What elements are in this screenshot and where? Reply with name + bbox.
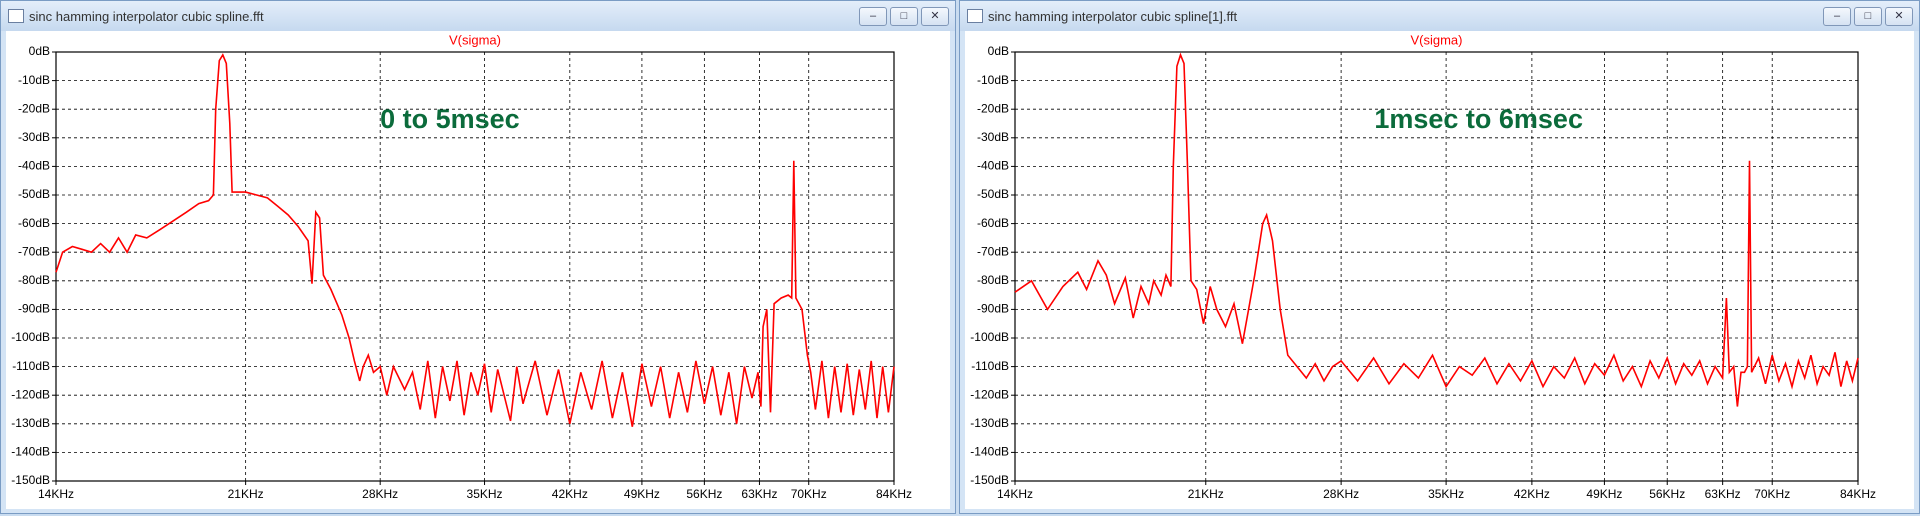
y-tick-label: -80dB (977, 273, 1009, 287)
y-tick-label: 0dB (988, 44, 1009, 58)
y-tick-label: -110dB (971, 359, 1009, 373)
trace (1014, 52, 1859, 407)
window: sinc hamming interpolator cubic spline[1… (959, 0, 1920, 514)
x-tick-label: 84KHz (876, 487, 912, 501)
y-tick-label: -150dB (11, 473, 50, 487)
x-tick-label: 14KHz (38, 487, 74, 501)
x-tick-label: 84KHz (1840, 487, 1876, 501)
x-tick-label: 42KHz (552, 487, 588, 501)
close-button[interactable]: ✕ (921, 7, 949, 26)
trace-name: V(sigma) (1410, 32, 1462, 47)
y-tick-label: -10dB (18, 73, 50, 87)
y-tick-label: -140dB (970, 445, 1009, 459)
y-tick-label: -20dB (977, 101, 1009, 115)
x-tick-label: 63KHz (741, 487, 777, 501)
annotation: 0 to 5msec (380, 104, 520, 134)
title-bar: sinc hamming interpolator cubic spline[1… (960, 1, 1919, 31)
window-icon (967, 9, 983, 23)
window-buttons: – □ ✕ (1823, 7, 1913, 26)
y-tick-label: -70dB (977, 244, 1009, 258)
annotation: 1msec to 6msec (1374, 104, 1583, 134)
y-tick-label: -50dB (977, 187, 1009, 201)
y-tick-label: -30dB (977, 130, 1009, 144)
x-tick-label: 70KHz (1754, 487, 1790, 501)
x-tick-label: 14KHz (997, 487, 1033, 501)
y-tick-label: -20dB (18, 101, 50, 115)
minimize-button[interactable]: – (859, 7, 887, 26)
x-tick-label: 28KHz (1323, 487, 1359, 501)
title-bar: sinc hamming interpolator cubic spline.f… (1, 1, 955, 31)
window-buttons: – □ ✕ (859, 7, 949, 26)
chart: 0dB -10dB -20dB -30dB -40dB -50dB -60dB -70dB -8… (965, 31, 1914, 509)
y-tick-label: -130dB (11, 416, 50, 430)
plot-frame (1014, 51, 1859, 482)
x-tick-label: 49KHz (624, 487, 660, 501)
y-tick-label: -60dB (977, 216, 1009, 230)
y-tick-label: -100dB (970, 330, 1009, 344)
x-tick-label: 70KHz (791, 487, 827, 501)
y-tick-label: -60dB (18, 216, 50, 230)
y-tick-label: -90dB (977, 302, 1009, 316)
y-tick-label: -30dB (18, 130, 50, 144)
x-tick-label: 56KHz (1649, 487, 1685, 501)
y-tick-label: -140dB (11, 445, 50, 459)
y-tick-label: -110dB (12, 359, 50, 373)
y-tick-label: -130dB (970, 416, 1009, 430)
y-tick-label: -90dB (18, 302, 50, 316)
x-tick-label: 35KHz (467, 487, 503, 501)
x-tick-label: 42KHz (1514, 487, 1550, 501)
y-tick-label: -40dB (18, 159, 50, 173)
y-tick-label: 0dB (29, 44, 50, 58)
window-title: sinc hamming interpolator cubic spline[1… (988, 9, 1238, 24)
maximize-button[interactable]: □ (1854, 7, 1882, 26)
y-tick-label: -100dB (11, 330, 50, 344)
x-tick-label: 63KHz (1705, 487, 1741, 501)
plot-frame (55, 51, 895, 482)
trace (55, 53, 895, 427)
x-tick-label: 21KHz (228, 487, 264, 501)
x-tick-label: 35KHz (1428, 487, 1464, 501)
x-tick-label: 28KHz (362, 487, 398, 501)
y-tick-label: -80dB (18, 273, 50, 287)
chart: 0dB -10dB -20dB -30dB -40dB -50dB -60dB -70dB -8… (6, 31, 950, 509)
y-tick-label: -10dB (977, 73, 1009, 87)
window-icon (8, 9, 24, 23)
y-tick-label: -150dB (970, 473, 1009, 487)
y-tick-label: -120dB (970, 387, 1009, 401)
window: sinc hamming interpolator cubic spline.f… (0, 0, 956, 514)
y-tick-label: -50dB (18, 187, 50, 201)
window-title: sinc hamming interpolator cubic spline.f… (29, 9, 264, 24)
x-tick-label: 21KHz (1188, 487, 1224, 501)
x-tick-label: 56KHz (686, 487, 722, 501)
trace-name: V(sigma) (449, 32, 501, 47)
x-tick-label: 49KHz (1586, 487, 1622, 501)
y-tick-label: -120dB (11, 387, 50, 401)
minimize-button[interactable]: – (1823, 7, 1851, 26)
close-button[interactable]: ✕ (1885, 7, 1913, 26)
maximize-button[interactable]: □ (890, 7, 918, 26)
y-tick-label: -70dB (18, 244, 50, 258)
y-tick-label: -40dB (977, 159, 1009, 173)
